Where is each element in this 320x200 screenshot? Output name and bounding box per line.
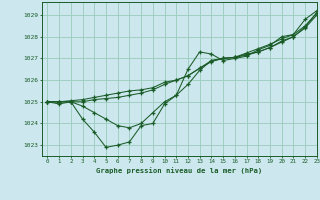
X-axis label: Graphe pression niveau de la mer (hPa): Graphe pression niveau de la mer (hPa) xyxy=(96,167,262,174)
